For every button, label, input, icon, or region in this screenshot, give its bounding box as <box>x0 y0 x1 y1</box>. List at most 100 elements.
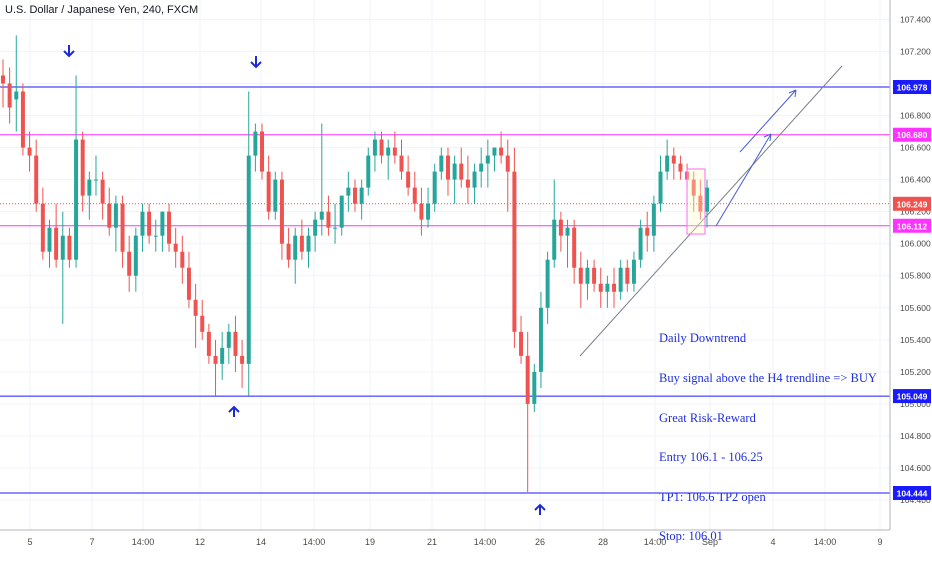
y-tick-label: 106.000 <box>900 239 931 249</box>
candle <box>638 219 643 268</box>
y-tick-label: 105.600 <box>900 303 931 313</box>
candle <box>160 211 165 252</box>
candle-body <box>7 83 12 108</box>
candle-body <box>638 227 643 260</box>
up-arrow-icon <box>534 503 546 515</box>
candle <box>432 163 437 212</box>
x-tick-label: 14:00 <box>474 537 497 547</box>
x-tick-label: 14:00 <box>644 537 667 547</box>
candle-body <box>293 235 298 260</box>
candle <box>631 251 636 292</box>
candle-body <box>525 355 530 404</box>
level-label: 104.444 <box>897 489 928 499</box>
candle <box>180 235 185 284</box>
price-chart[interactable]: 104.400 104.600 104.800 105.000 105.200 105.4… <box>0 0 932 550</box>
y-tick-label: 107.200 <box>900 46 931 56</box>
up-arrow-icon <box>228 405 240 417</box>
candle-body <box>592 267 597 284</box>
level-label: 106.978 <box>897 83 928 93</box>
candle-body <box>426 203 431 220</box>
candle-body <box>299 235 304 252</box>
candle <box>153 219 158 252</box>
candle <box>193 283 198 348</box>
candle-body <box>87 179 92 196</box>
candle <box>339 195 344 236</box>
level-label-bg <box>893 218 931 233</box>
candle <box>372 131 377 172</box>
x-axis-ticks: 5 7 14:00 12 14 14:00 19 21 14:00 26 28 14:00 Sep 4 14… <box>27 537 882 547</box>
candle <box>133 227 138 292</box>
candle-body <box>339 195 344 228</box>
candle <box>240 339 245 388</box>
x-tick-label: 7 <box>89 537 94 547</box>
candle <box>74 75 79 268</box>
candle-body <box>419 203 424 220</box>
candle-body <box>133 235 138 276</box>
candle-body <box>372 139 377 156</box>
projection-arrow-2-head <box>788 89 797 98</box>
candle <box>525 331 530 493</box>
chart-window: 104.400 104.600 104.800 105.000 105.200 105.4… <box>0 0 932 550</box>
candle-body <box>186 267 191 300</box>
candle-body <box>27 147 32 156</box>
candle-body <box>313 219 318 236</box>
candle <box>120 195 125 268</box>
candle-body <box>472 171 477 188</box>
level-label: 106.680 <box>897 130 928 140</box>
candle <box>359 179 364 220</box>
candle <box>293 227 298 284</box>
candle-body <box>100 179 105 204</box>
candle <box>27 131 32 172</box>
candle-body <box>260 131 265 172</box>
candle-body <box>353 187 357 204</box>
candle-body <box>206 331 211 356</box>
x-tick-label: 4 <box>770 537 775 547</box>
candle-body <box>452 163 457 180</box>
candle-body <box>485 155 490 164</box>
candle-body <box>585 267 590 284</box>
entry-zone-box <box>686 168 706 235</box>
candle <box>366 147 371 196</box>
candle <box>532 363 537 412</box>
candle-body <box>572 227 577 268</box>
candle <box>585 259 590 300</box>
candle-body <box>160 211 165 236</box>
candle-body <box>80 139 85 196</box>
candle-body <box>479 163 484 172</box>
candle <box>412 171 417 212</box>
candle <box>220 331 225 380</box>
x-tick-label: 21 <box>427 537 437 547</box>
candle-body <box>346 187 351 196</box>
candle <box>505 139 510 212</box>
candle <box>333 203 338 244</box>
axes <box>0 0 891 531</box>
candle-body <box>107 203 112 228</box>
level-label: 105.049 <box>897 392 928 402</box>
candle-body <box>20 91 25 148</box>
candle <box>459 147 464 188</box>
x-tick-label: 28 <box>598 537 608 547</box>
candle <box>439 147 444 180</box>
candle <box>127 235 132 292</box>
candle-body <box>558 219 563 236</box>
projection-arrow-1-head <box>763 133 772 142</box>
candle <box>60 211 65 324</box>
candle-body <box>612 283 617 292</box>
candle-body <box>432 171 437 204</box>
candle <box>346 171 351 212</box>
annotation-line: TP1: 106.6 TP2 open <box>659 489 766 504</box>
level-labels: 106.978 106.680 106.112 105.049 104.444 106.2… <box>893 80 931 500</box>
x-tick-label: Sep <box>702 537 718 547</box>
candle <box>173 227 178 268</box>
candle <box>54 203 59 268</box>
candle-body <box>698 195 703 212</box>
candle-body <box>286 243 291 260</box>
candle-body <box>605 283 610 292</box>
candle <box>93 155 98 196</box>
candle-body <box>127 251 132 276</box>
h4-trendline <box>579 65 843 357</box>
candle <box>379 131 384 164</box>
candle-body <box>67 235 72 260</box>
annotation-line: Entry 106.1 - 106.25 <box>659 450 763 465</box>
candle <box>253 123 258 172</box>
